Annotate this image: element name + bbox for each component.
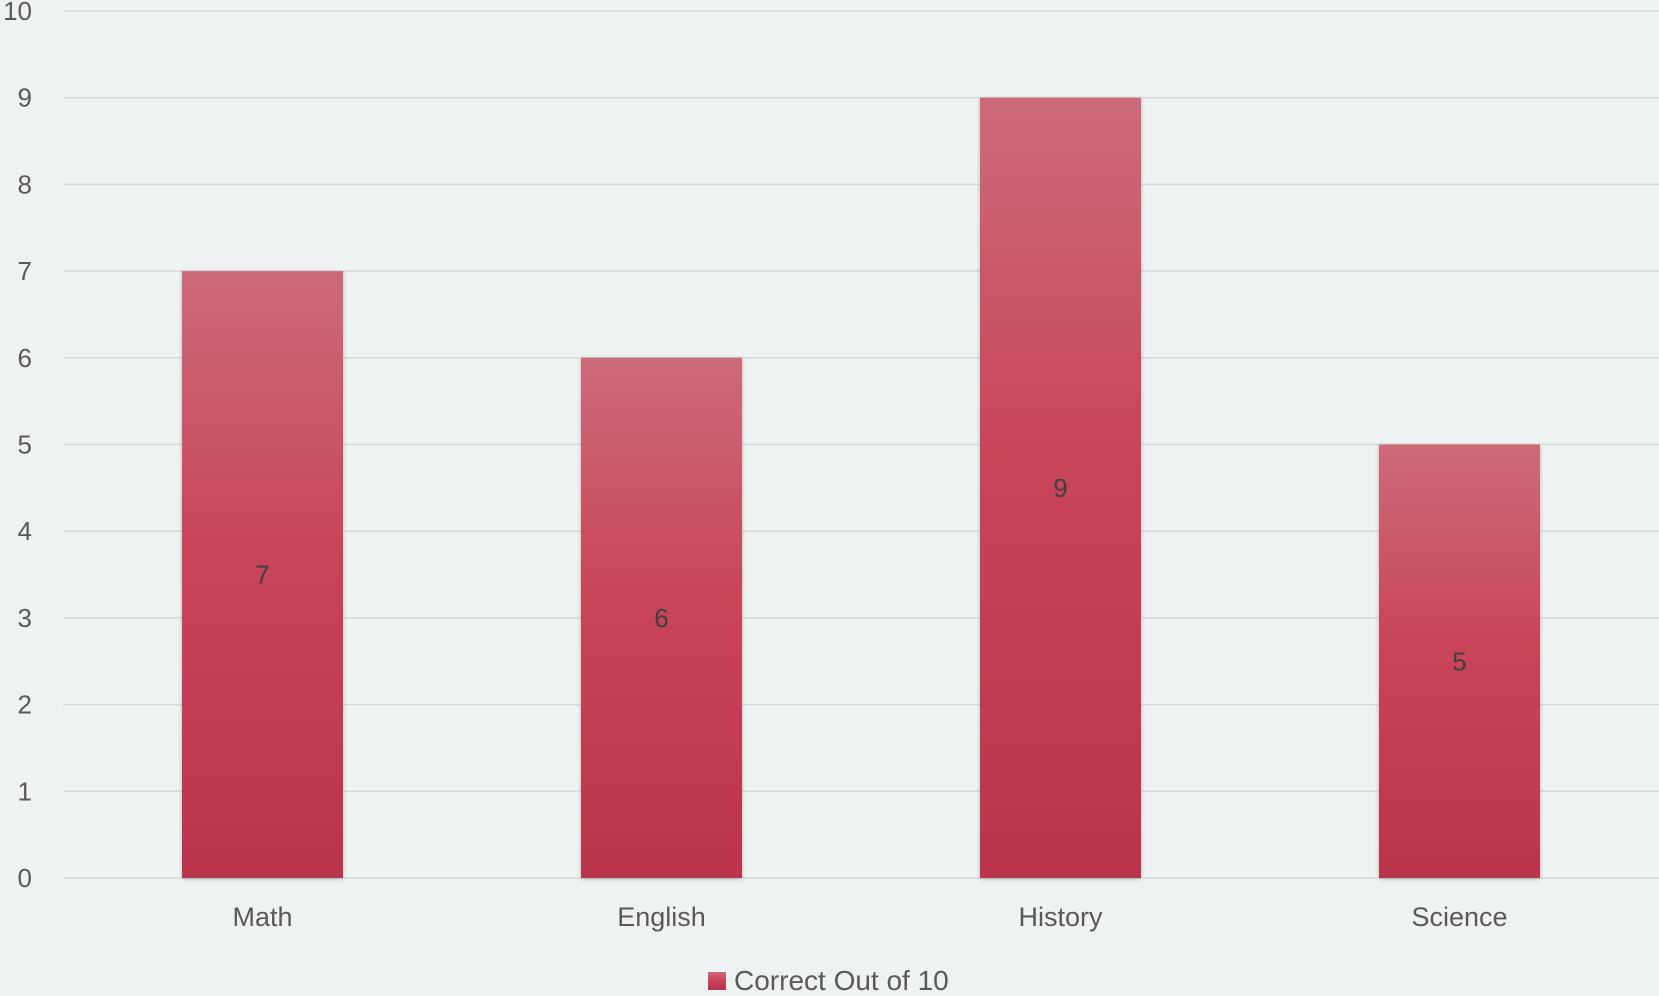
y-tick-label: 2 — [18, 690, 32, 720]
bar-math — [182, 271, 343, 879]
y-tick-label: 7 — [18, 256, 32, 286]
y-axis-tick-labels: 0 1 2 3 4 5 6 7 8 9 10 — [3, 0, 32, 893]
data-label: 5 — [1452, 646, 1466, 676]
bar-science — [1379, 444, 1540, 878]
data-labels: 7 6 9 5 — [255, 473, 1466, 676]
y-tick-label: 0 — [18, 863, 32, 893]
x-tick-label: Math — [232, 902, 292, 932]
y-tick-label: 3 — [18, 603, 32, 633]
bars — [182, 97, 1540, 879]
y-tick-label: 9 — [18, 83, 32, 113]
x-tick-label: Science — [1411, 902, 1507, 932]
x-axis-tick-labels: Math English History Science — [232, 902, 1507, 932]
x-tick-label: History — [1018, 902, 1103, 932]
y-tick-label: 1 — [18, 776, 32, 806]
legend-swatch — [708, 972, 726, 990]
y-tick-label: 4 — [18, 516, 32, 546]
y-tick-label: 10 — [3, 0, 32, 26]
y-tick-label: 8 — [18, 169, 32, 199]
data-label: 9 — [1053, 473, 1067, 503]
y-tick-label: 6 — [18, 343, 32, 373]
legend-label: Correct Out of 10 — [734, 965, 949, 996]
data-label: 6 — [654, 603, 668, 633]
x-tick-label: English — [617, 902, 706, 932]
legend: Correct Out of 10 — [708, 965, 949, 996]
bar-history — [980, 97, 1141, 878]
data-label: 7 — [255, 560, 269, 590]
y-tick-label: 5 — [18, 430, 32, 460]
bar-english — [581, 357, 742, 878]
